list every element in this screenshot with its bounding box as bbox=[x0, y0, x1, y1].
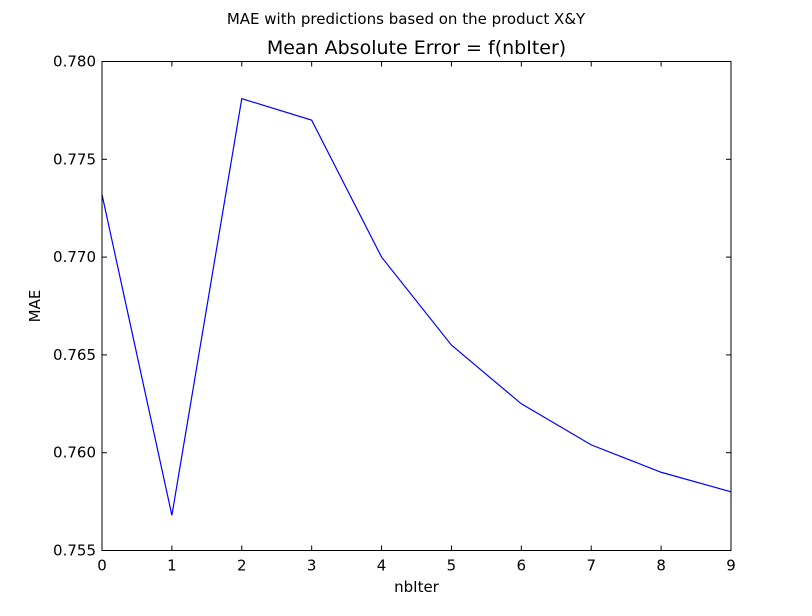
y-tick-label: 0.770 bbox=[53, 248, 96, 266]
x-tick-label: 5 bbox=[447, 557, 457, 575]
data-point bbox=[380, 256, 383, 259]
x-tick-label: 4 bbox=[377, 557, 387, 575]
x-tick-label: 8 bbox=[656, 557, 666, 575]
x-tick-label: 0 bbox=[97, 557, 107, 575]
y-axis-label: MAE bbox=[26, 290, 44, 323]
series-layer bbox=[101, 97, 732, 517]
data-point bbox=[520, 402, 523, 405]
x-tick-label: 1 bbox=[167, 557, 177, 575]
data-point bbox=[310, 119, 313, 122]
x-tick-label: 2 bbox=[237, 557, 247, 575]
data-point bbox=[590, 443, 593, 446]
data-point bbox=[660, 471, 663, 474]
chart-title: Mean Absolute Error = f(nbIter) bbox=[267, 37, 566, 59]
plot-area-frame bbox=[101, 61, 732, 551]
axis-ticks: 0 1 2 3 4 5 6 7 8 9 0.755 0.760 0.765 0.770 0.775 0.780 bbox=[53, 53, 736, 575]
figure-suptitle: MAE with predictions based on the produc… bbox=[227, 10, 586, 28]
y-tick-label: 0.780 bbox=[53, 53, 96, 71]
data-point bbox=[240, 97, 243, 100]
x-tick-label: 6 bbox=[517, 557, 527, 575]
y-tick-label: 0.775 bbox=[53, 150, 96, 168]
x-axis-label: nbIter bbox=[394, 578, 440, 596]
series-line bbox=[101, 97, 732, 516]
y-tick-label: 0.765 bbox=[53, 346, 96, 364]
x-tick-label: 7 bbox=[586, 557, 596, 575]
data-point bbox=[170, 514, 173, 517]
y-tick-label: 0.755 bbox=[53, 542, 96, 560]
y-tick-label: 0.760 bbox=[53, 444, 96, 462]
data-point bbox=[450, 344, 453, 347]
x-tick-label: 3 bbox=[307, 557, 317, 575]
x-tick-label: 9 bbox=[726, 557, 736, 575]
